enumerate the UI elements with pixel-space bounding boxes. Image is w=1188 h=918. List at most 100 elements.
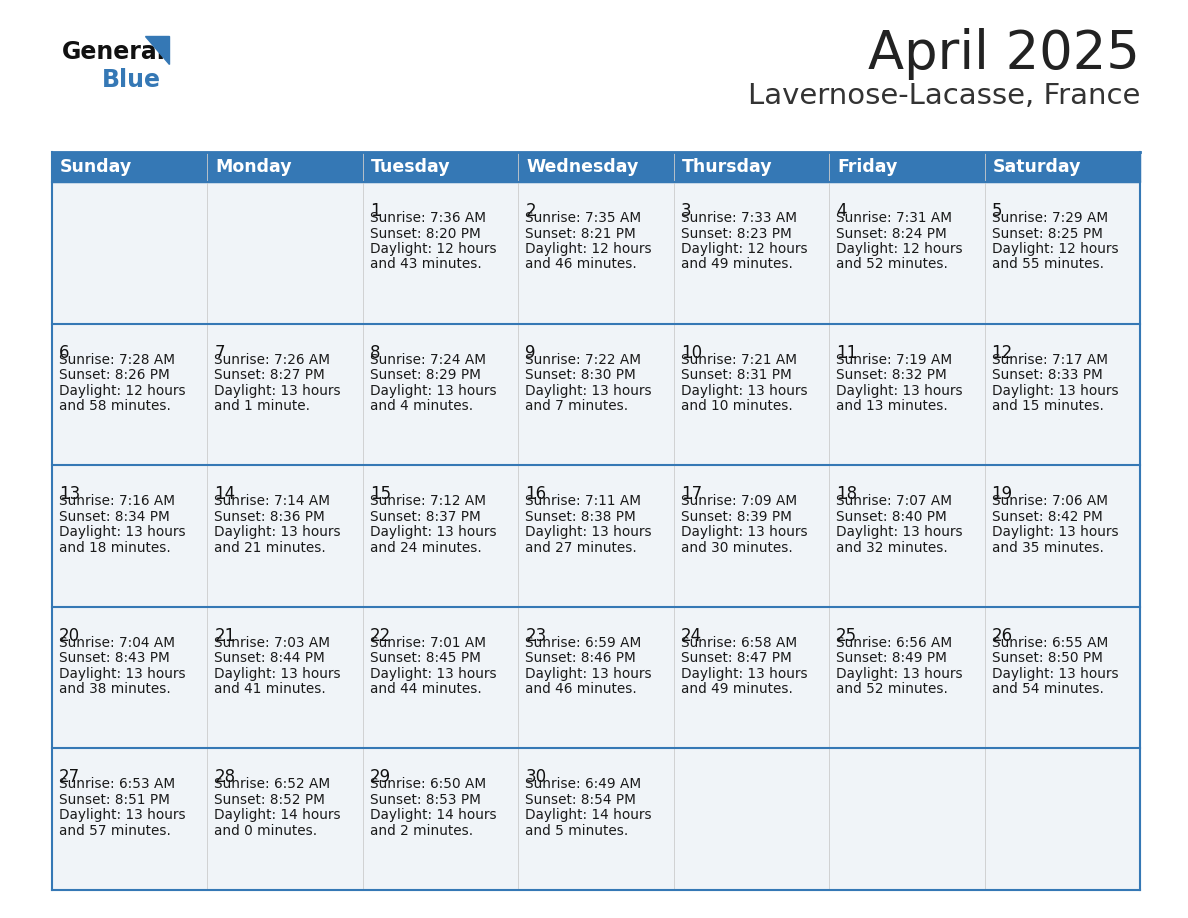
Text: Sunrise: 7:16 AM: Sunrise: 7:16 AM (59, 494, 175, 509)
Text: Sunset: 8:51 PM: Sunset: 8:51 PM (59, 793, 170, 807)
Text: and 21 minutes.: and 21 minutes. (214, 541, 327, 554)
Text: Daylight: 13 hours: Daylight: 13 hours (992, 384, 1118, 397)
Text: Sunset: 8:40 PM: Sunset: 8:40 PM (836, 509, 947, 523)
Text: 16: 16 (525, 486, 546, 503)
Text: Sunrise: 7:04 AM: Sunrise: 7:04 AM (59, 636, 175, 650)
Text: Sunrise: 7:17 AM: Sunrise: 7:17 AM (992, 353, 1107, 366)
Text: Daylight: 13 hours: Daylight: 13 hours (681, 384, 808, 397)
Text: 29: 29 (369, 768, 391, 787)
Text: and 5 minutes.: and 5 minutes. (525, 823, 628, 838)
Text: Sunrise: 7:09 AM: Sunrise: 7:09 AM (681, 494, 797, 509)
Bar (52, 152, 1140, 182)
Text: and 7 minutes.: and 7 minutes. (525, 399, 628, 413)
Text: and 4 minutes.: and 4 minutes. (369, 399, 473, 413)
Text: Sunrise: 7:11 AM: Sunrise: 7:11 AM (525, 494, 642, 509)
Text: 22: 22 (369, 627, 391, 644)
Text: Sunrise: 6:52 AM: Sunrise: 6:52 AM (214, 778, 330, 791)
Text: Sunrise: 7:24 AM: Sunrise: 7:24 AM (369, 353, 486, 366)
Text: Sunset: 8:38 PM: Sunset: 8:38 PM (525, 509, 636, 523)
Text: Daylight: 13 hours: Daylight: 13 hours (214, 666, 341, 681)
Text: Daylight: 13 hours: Daylight: 13 hours (836, 666, 962, 681)
Text: Daylight: 12 hours: Daylight: 12 hours (525, 242, 652, 256)
Text: Sunset: 8:45 PM: Sunset: 8:45 PM (369, 651, 481, 666)
Text: Sunset: 8:31 PM: Sunset: 8:31 PM (681, 368, 791, 382)
Text: and 24 minutes.: and 24 minutes. (369, 541, 481, 554)
Text: Sunset: 8:39 PM: Sunset: 8:39 PM (681, 509, 791, 523)
Text: and 13 minutes.: and 13 minutes. (836, 399, 948, 413)
Text: 21: 21 (214, 627, 235, 644)
Text: Sunset: 8:53 PM: Sunset: 8:53 PM (369, 793, 481, 807)
Text: Sunrise: 7:35 AM: Sunrise: 7:35 AM (525, 211, 642, 225)
Text: 6: 6 (59, 343, 70, 362)
Text: Sunrise: 7:03 AM: Sunrise: 7:03 AM (214, 636, 330, 650)
Text: Daylight: 13 hours: Daylight: 13 hours (214, 525, 341, 539)
Text: Daylight: 13 hours: Daylight: 13 hours (525, 384, 652, 397)
Bar (52, 182, 1140, 324)
Text: and 0 minutes.: and 0 minutes. (214, 823, 317, 838)
Text: and 38 minutes.: and 38 minutes. (59, 682, 171, 696)
Text: Sunrise: 6:59 AM: Sunrise: 6:59 AM (525, 636, 642, 650)
Text: Sunset: 8:33 PM: Sunset: 8:33 PM (992, 368, 1102, 382)
Text: and 30 minutes.: and 30 minutes. (681, 541, 792, 554)
Text: 24: 24 (681, 627, 702, 644)
Bar (52, 465, 1140, 607)
Text: Daylight: 13 hours: Daylight: 13 hours (59, 666, 185, 681)
Polygon shape (145, 36, 169, 64)
Text: Sunset: 8:32 PM: Sunset: 8:32 PM (836, 368, 947, 382)
Text: April 2025: April 2025 (868, 28, 1140, 80)
Text: General: General (62, 40, 166, 64)
Text: 26: 26 (992, 627, 1012, 644)
Text: Sunrise: 6:50 AM: Sunrise: 6:50 AM (369, 778, 486, 791)
Text: Sunset: 8:46 PM: Sunset: 8:46 PM (525, 651, 636, 666)
Text: Sunrise: 6:55 AM: Sunrise: 6:55 AM (992, 636, 1108, 650)
Text: Sunset: 8:29 PM: Sunset: 8:29 PM (369, 368, 481, 382)
Bar (52, 324, 1140, 465)
Text: Daylight: 13 hours: Daylight: 13 hours (836, 525, 962, 539)
Text: Daylight: 12 hours: Daylight: 12 hours (369, 242, 497, 256)
Text: Sunset: 8:44 PM: Sunset: 8:44 PM (214, 651, 326, 666)
Text: Daylight: 13 hours: Daylight: 13 hours (681, 666, 808, 681)
Text: Sunset: 8:47 PM: Sunset: 8:47 PM (681, 651, 791, 666)
Text: Wednesday: Wednesday (526, 158, 639, 176)
Text: Friday: Friday (838, 158, 897, 176)
Text: and 41 minutes.: and 41 minutes. (214, 682, 327, 696)
Text: and 58 minutes.: and 58 minutes. (59, 399, 171, 413)
Text: 1: 1 (369, 202, 380, 220)
Text: Sunset: 8:54 PM: Sunset: 8:54 PM (525, 793, 636, 807)
Text: Daylight: 14 hours: Daylight: 14 hours (525, 809, 652, 823)
Text: Daylight: 12 hours: Daylight: 12 hours (992, 242, 1118, 256)
Text: and 1 minute.: and 1 minute. (214, 399, 310, 413)
Text: 5: 5 (992, 202, 1001, 220)
Text: 3: 3 (681, 202, 691, 220)
Text: 23: 23 (525, 627, 546, 644)
Text: Sunrise: 7:31 AM: Sunrise: 7:31 AM (836, 211, 952, 225)
Text: 14: 14 (214, 486, 235, 503)
Text: and 27 minutes.: and 27 minutes. (525, 541, 637, 554)
Text: Sunrise: 7:21 AM: Sunrise: 7:21 AM (681, 353, 797, 366)
Text: Sunset: 8:30 PM: Sunset: 8:30 PM (525, 368, 636, 382)
Text: and 18 minutes.: and 18 minutes. (59, 541, 171, 554)
Text: and 55 minutes.: and 55 minutes. (992, 258, 1104, 272)
Text: Sunset: 8:36 PM: Sunset: 8:36 PM (214, 509, 326, 523)
Text: 10: 10 (681, 343, 702, 362)
Text: Sunset: 8:20 PM: Sunset: 8:20 PM (369, 227, 481, 241)
Text: Sunset: 8:27 PM: Sunset: 8:27 PM (214, 368, 326, 382)
Text: Sunrise: 6:53 AM: Sunrise: 6:53 AM (59, 778, 175, 791)
Text: Daylight: 13 hours: Daylight: 13 hours (836, 384, 962, 397)
Text: Sunrise: 7:22 AM: Sunrise: 7:22 AM (525, 353, 642, 366)
Text: and 46 minutes.: and 46 minutes. (525, 258, 637, 272)
Text: 28: 28 (214, 768, 235, 787)
Text: Blue: Blue (102, 68, 162, 92)
Text: Sunset: 8:23 PM: Sunset: 8:23 PM (681, 227, 791, 241)
Bar (52, 748, 1140, 890)
Text: Daylight: 13 hours: Daylight: 13 hours (525, 525, 652, 539)
Text: 20: 20 (59, 627, 80, 644)
Text: and 15 minutes.: and 15 minutes. (992, 399, 1104, 413)
Text: Daylight: 12 hours: Daylight: 12 hours (681, 242, 808, 256)
Text: Sunrise: 7:14 AM: Sunrise: 7:14 AM (214, 494, 330, 509)
Text: and 52 minutes.: and 52 minutes. (836, 258, 948, 272)
Text: Daylight: 13 hours: Daylight: 13 hours (992, 525, 1118, 539)
Text: 9: 9 (525, 343, 536, 362)
Text: 27: 27 (59, 768, 80, 787)
Text: Sunset: 8:50 PM: Sunset: 8:50 PM (992, 651, 1102, 666)
